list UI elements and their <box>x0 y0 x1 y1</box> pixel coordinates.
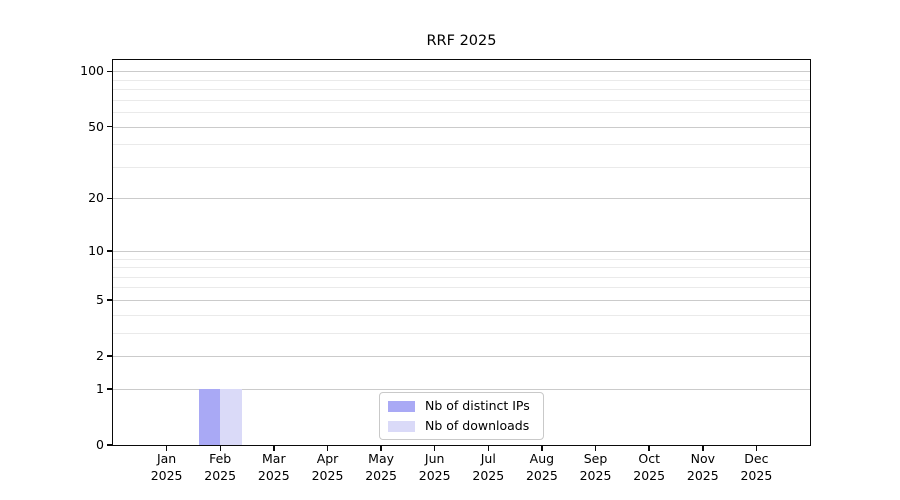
x-tick-label: Oct 2025 <box>633 451 665 484</box>
y-tick-label: 10 <box>88 242 104 258</box>
x-tick-year: 2025 <box>150 467 183 483</box>
x-axis-tick <box>487 445 490 451</box>
y-tick-label: 2 <box>96 348 104 363</box>
x-tick-label: Jul 2025 <box>472 451 504 484</box>
y-axis-tick <box>107 444 113 446</box>
x-tick-label: Mar 2025 <box>258 451 290 484</box>
x-tick-label: Feb 2025 <box>204 451 236 484</box>
x-tick-month: Dec <box>744 451 769 466</box>
gridline-minor <box>113 166 810 168</box>
x-tick-label: Sep 2025 <box>580 451 612 484</box>
gridline-major <box>113 388 810 390</box>
x-tick-label: Aug 2025 <box>526 451 558 484</box>
x-tick-year: 2025 <box>257 467 290 483</box>
gridline-major <box>113 250 810 252</box>
gridline-minor <box>113 314 810 316</box>
x-tick-year: 2025 <box>740 467 773 483</box>
gridline-major <box>113 356 810 357</box>
gridline-minor <box>113 112 810 114</box>
x-axis-tick <box>755 445 758 451</box>
legend-swatch <box>388 420 415 432</box>
x-axis-tick <box>648 445 650 451</box>
x-tick-year: 2025 <box>365 467 397 483</box>
y-tick-label: 100 <box>80 63 104 79</box>
chart-title: RRF 2025 <box>426 33 497 49</box>
x-tick-label: Jun 2025 <box>419 451 451 484</box>
x-tick-year: 2025 <box>686 467 719 483</box>
gridline-major <box>113 198 810 200</box>
gridline-major <box>113 126 810 128</box>
x-tick-year: 2025 <box>418 467 451 483</box>
y-axis-tick <box>107 299 113 301</box>
x-tick-month: Aug <box>529 451 555 466</box>
y-tick-label: 20 <box>88 190 104 206</box>
x-axis-tick <box>541 445 543 451</box>
y-tick-label: 5 <box>96 291 104 307</box>
x-tick-month: Jul <box>480 451 496 466</box>
gridline-minor <box>113 276 810 278</box>
y-axis-tick <box>107 250 113 252</box>
y-axis-tick <box>107 125 113 128</box>
x-tick-year: 2025 <box>633 467 666 483</box>
gridline-minor <box>113 79 810 81</box>
legend-label: Nb of downloads <box>425 418 530 433</box>
x-tick-month: Jan <box>156 451 177 466</box>
x-axis-tick <box>380 445 382 451</box>
x-tick-label: Nov 2025 <box>687 451 719 484</box>
x-tick-month: Feb <box>209 451 232 466</box>
y-axis-tick <box>107 388 113 390</box>
legend: Nb of distinct IPs Nb of downloads <box>379 392 544 440</box>
x-tick-year: 2025 <box>579 467 612 483</box>
legend-row: Nb of downloads <box>388 418 535 434</box>
legend-row: Nb of distinct IPs <box>388 398 535 414</box>
legend-label: Nb of distinct IPs <box>425 398 530 413</box>
y-axis-tick <box>107 355 113 357</box>
plot-area <box>113 60 810 445</box>
y-tick-label: 50 <box>88 118 104 134</box>
gridline-minor <box>113 144 810 146</box>
x-axis-tick <box>326 445 329 451</box>
gridline-minor <box>113 332 810 334</box>
x-tick-year: 2025 <box>204 467 237 483</box>
x-tick-month: Jun <box>424 451 445 466</box>
bar-nb-of-distinct-ips <box>198 388 221 445</box>
bar-nb-of-downloads <box>220 388 242 445</box>
x-tick-month: Mar <box>262 451 286 466</box>
y-tick-label: 1 <box>96 380 104 396</box>
y-tick-label: 0 <box>96 437 104 452</box>
gridline-major <box>113 299 810 301</box>
x-axis-tick <box>219 445 221 451</box>
x-tick-label: Apr 2025 <box>312 451 344 484</box>
gridline-minor <box>113 99 810 101</box>
y-axis-tick <box>107 70 113 72</box>
x-tick-label: May 2025 <box>365 451 397 484</box>
x-tick-year: 2025 <box>525 467 558 483</box>
y-axis-tick <box>107 197 113 200</box>
x-axis-tick <box>702 445 704 451</box>
x-tick-label: Jan 2025 <box>151 451 183 484</box>
legend-swatch <box>388 400 415 412</box>
x-axis-tick <box>433 445 436 451</box>
x-axis-tick <box>165 445 168 451</box>
x-tick-year: 2025 <box>311 467 344 483</box>
gridline-minor <box>113 89 810 91</box>
x-tick-month: May <box>368 451 395 466</box>
x-axis-tick <box>594 445 597 451</box>
gridline-major <box>113 71 810 73</box>
x-tick-month: Sep <box>583 451 608 466</box>
x-axis-tick <box>273 445 275 451</box>
x-tick-year: 2025 <box>472 467 505 483</box>
x-tick-month: Apr <box>316 451 339 466</box>
x-tick-month: Oct <box>638 451 660 466</box>
x-tick-month: Nov <box>690 451 715 466</box>
x-tick-label: Dec 2025 <box>740 451 772 484</box>
gridline-minor <box>113 258 810 260</box>
gridline-minor <box>113 287 810 289</box>
gridline-minor <box>113 267 810 268</box>
